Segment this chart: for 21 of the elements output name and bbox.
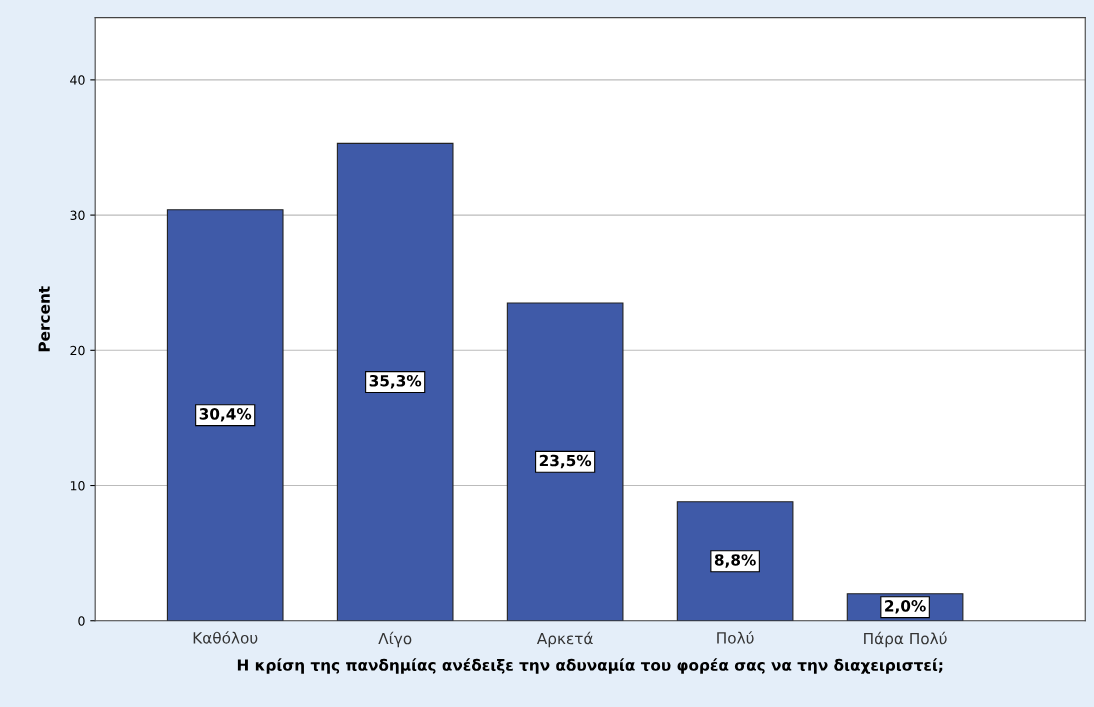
x-tick-label: Πολύ [717, 631, 754, 644]
x-tick-label: Λίγο [378, 631, 412, 648]
bar [166, 209, 284, 621]
data-label: 8,8% [714, 554, 756, 568]
x-axis-title: Η κρίση της πανδημίας ανέδειξε την αδυναμία του φορέα σας να την διαχειριστεί; [237, 658, 943, 674]
bar [336, 142, 454, 621]
y-tick-label: 30 [70, 210, 85, 221]
bar [676, 501, 794, 621]
data-label: 2,0% [885, 600, 926, 614]
bar [506, 302, 624, 621]
y-axis-title: Percent [38, 286, 50, 352]
x-tick-label: Αρκετά [536, 631, 593, 648]
y-tick-label: 40 [70, 75, 85, 85]
y-tick-label: 10 [70, 481, 85, 491]
y-tick-label: 0 [78, 616, 85, 626]
x-tick-label: Καθόλου [193, 631, 258, 644]
data-label: 23,5% [539, 454, 592, 469]
data-label: 30,4% [199, 408, 252, 422]
data-label: 35,3% [369, 374, 422, 389]
y-tick-label: 20 [70, 345, 85, 356]
x-tick-label: Πάρα Πολύ [864, 631, 947, 648]
